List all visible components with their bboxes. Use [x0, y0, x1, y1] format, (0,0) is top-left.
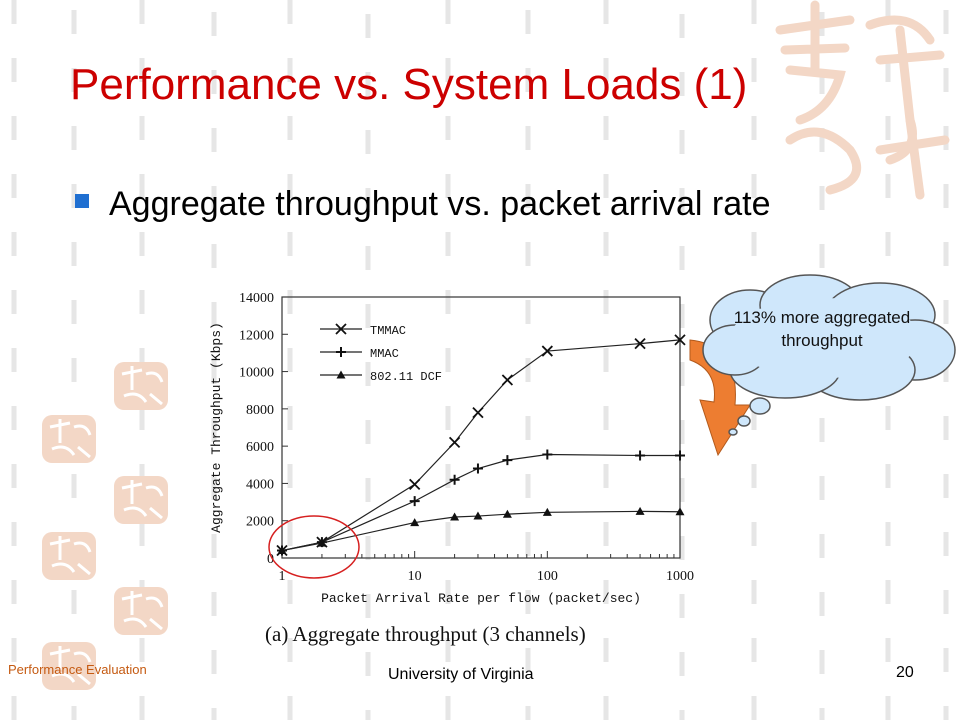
data-point	[277, 546, 287, 555]
calligraphy-watermark	[42, 642, 96, 690]
callout-cloud	[702, 274, 956, 436]
calligraphy-watermark	[114, 587, 168, 635]
data-point	[502, 509, 512, 518]
data-point	[472, 406, 484, 419]
highlight-ellipse	[268, 515, 360, 579]
x-tick-label: 1	[279, 569, 286, 584]
x-tick-label: 10	[408, 569, 422, 584]
series-802-11-dcf	[277, 506, 685, 555]
footer-institution: University of Virginia	[388, 666, 534, 683]
legend-label: TMMAC	[370, 324, 406, 338]
data-point	[317, 538, 327, 547]
data-point	[542, 449, 553, 460]
data-point	[675, 507, 685, 516]
data-point	[409, 478, 421, 490]
data-point	[635, 506, 645, 515]
legend-entry: 802.11 DCF	[320, 370, 442, 384]
data-point	[336, 370, 346, 379]
throughput-line-chart: 0 2000 4000 6000 8000 10000 12000 14000 1 10 100 1…	[209, 291, 694, 606]
calligraphy-watermark	[114, 362, 168, 410]
data-point	[634, 337, 646, 350]
square-bullet-icon	[75, 194, 89, 208]
data-point	[336, 347, 346, 357]
y-axis-label: Aggregate Throughput (Kbps)	[209, 322, 224, 533]
bullet-text: Aggregate throughput vs. packet arrival …	[109, 185, 771, 223]
data-point	[674, 334, 686, 346]
y-tick-label: 6000	[246, 440, 274, 455]
y-tick-label: 4000	[246, 477, 274, 492]
y-tick-label: 8000	[246, 403, 274, 418]
data-point	[473, 511, 483, 520]
x-tick-label: 100	[537, 569, 558, 584]
data-point	[542, 507, 552, 516]
legend-label: MMAC	[370, 347, 399, 361]
legend-label: 802.11 DCF	[370, 370, 442, 384]
calligraphy-watermark	[42, 532, 96, 580]
data-point	[410, 518, 420, 527]
data-point	[472, 463, 483, 474]
calligraphy-watermark	[114, 476, 168, 524]
data-point	[501, 374, 514, 386]
y-tick-label: 12000	[239, 328, 274, 343]
calligraphy-watermark-large	[775, 0, 950, 200]
legend-entry: TMMAC	[320, 323, 406, 338]
footer-section-label: Performance Evaluation	[8, 662, 147, 677]
data-point	[449, 474, 460, 485]
calligraphy-watermark	[42, 415, 96, 463]
slide-title: Performance vs. System Loads (1)	[70, 60, 748, 109]
y-tick-label: 0	[267, 552, 274, 567]
data-point	[502, 455, 513, 466]
y-tick-label: 2000	[246, 515, 274, 530]
data-point	[675, 450, 685, 461]
x-tick-label: 1000	[666, 569, 694, 584]
callout-text: 113% more aggregated throughput	[733, 308, 911, 350]
data-point	[635, 450, 646, 461]
y-tick-label: 10000	[239, 366, 274, 381]
plot-area	[281, 296, 681, 559]
legend-entry: MMAC	[320, 347, 399, 361]
data-point	[448, 436, 461, 449]
data-point	[409, 496, 420, 507]
x-axis-label: Packet Arrival Rate per flow (packet/sec…	[321, 591, 641, 606]
data-point	[335, 323, 347, 335]
data-point	[541, 345, 553, 357]
y-tick-label: 14000	[239, 291, 274, 306]
page-number: 20	[896, 664, 914, 681]
chart-caption: (a) Aggregate throughput (3 channels)	[265, 622, 586, 646]
data-point	[450, 512, 460, 521]
